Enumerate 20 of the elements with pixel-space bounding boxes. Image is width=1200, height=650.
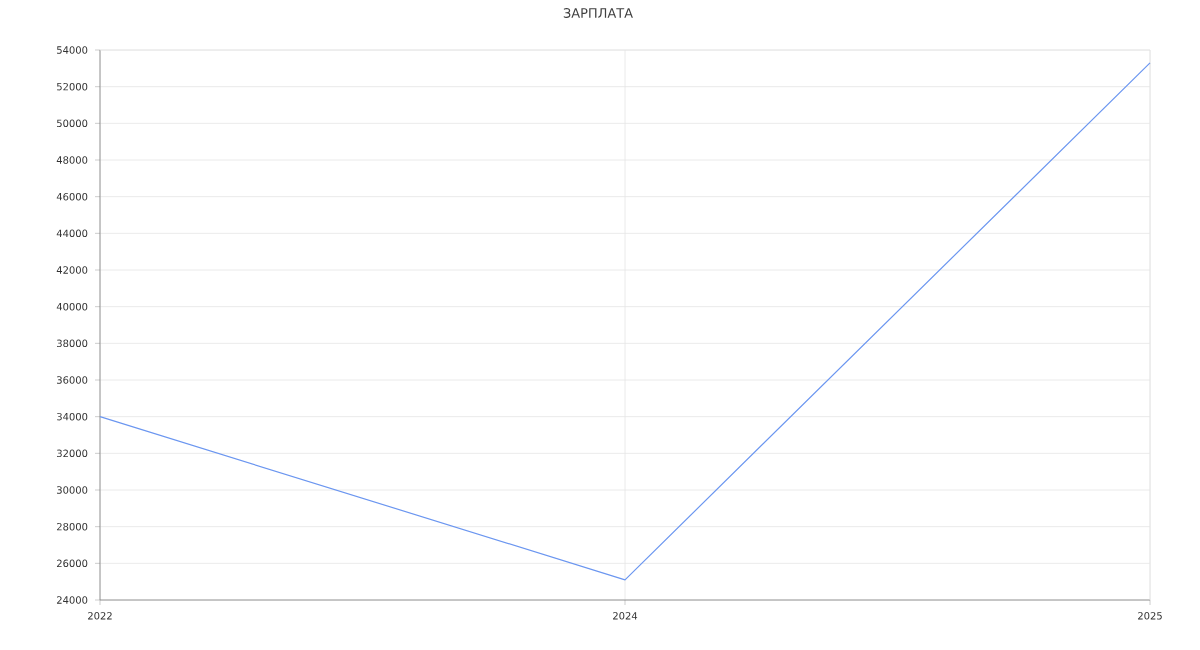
y-tick-label: 48000 xyxy=(56,156,88,164)
x-tick-label: 2022 xyxy=(88,612,112,620)
y-tick-label: 52000 xyxy=(57,82,88,91)
y-tick-label: 54000 xyxy=(57,46,88,54)
y-tick-label: 36000 xyxy=(57,376,88,384)
x-tick-label: 2025 xyxy=(1138,612,1162,620)
y-tick-label: 42000 xyxy=(56,266,88,274)
y-tick-label: 24000 xyxy=(56,596,88,604)
y-tick-label: 34000 xyxy=(57,412,88,421)
y-tick-label: 26000 xyxy=(56,559,88,568)
y-tick-label: 32000 xyxy=(57,449,88,458)
y-tick-label: 40000 xyxy=(56,302,88,311)
y-tick-label: 44000 xyxy=(56,229,88,238)
y-tick-label: 30000 xyxy=(57,486,88,494)
chart-title: ЗАРПЛАТА xyxy=(563,8,633,18)
x-tick-label: 2024 xyxy=(613,612,638,620)
y-tick-label: 38000 xyxy=(57,339,88,348)
y-tick-label: 46000 xyxy=(56,192,88,201)
y-tick-label: 50000 xyxy=(57,119,88,128)
y-tick-label: 28000 xyxy=(56,522,88,531)
